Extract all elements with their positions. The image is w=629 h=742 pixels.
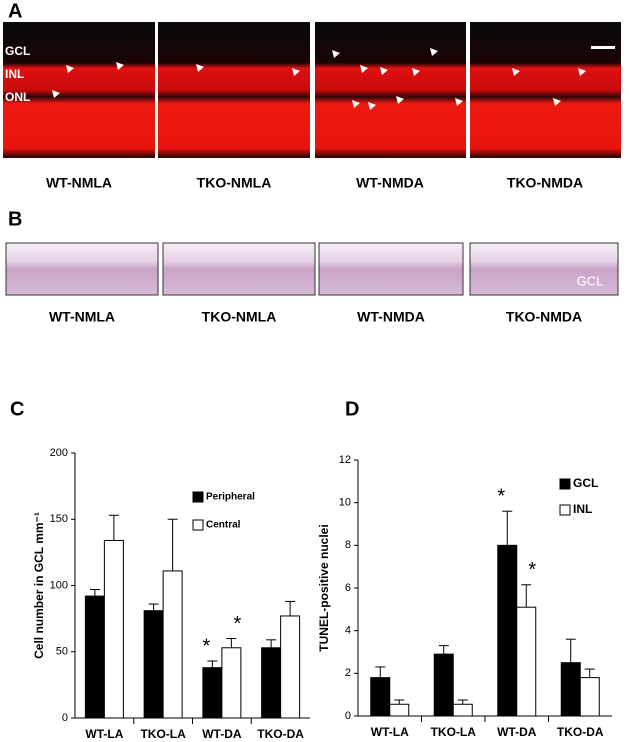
y-tick-label: 0 bbox=[345, 710, 351, 722]
legend-swatch bbox=[559, 478, 571, 490]
annotation: * bbox=[233, 613, 241, 635]
x-tick-label: WT-LA bbox=[371, 725, 409, 739]
y-tick-label: 100 bbox=[50, 579, 68, 591]
caption: WT-NMLA bbox=[46, 175, 112, 191]
bar bbox=[280, 615, 301, 719]
annotation: * bbox=[202, 635, 210, 657]
bar bbox=[370, 677, 391, 717]
y-axis-label: TUNEL-positive nuclei bbox=[317, 524, 331, 651]
y-tick-label: 50 bbox=[56, 646, 68, 658]
caption: TKO-NMDA bbox=[507, 175, 583, 191]
x-tick-label: TKO-DA bbox=[557, 725, 604, 739]
bar bbox=[103, 539, 124, 719]
y-tick-label: 4 bbox=[345, 625, 351, 637]
legend-swatch bbox=[559, 504, 571, 516]
x-tick-label: WT-LA bbox=[85, 727, 123, 741]
legend-label: GCL bbox=[573, 476, 598, 490]
bar bbox=[202, 667, 223, 719]
panel-label: D bbox=[345, 398, 359, 420]
y-tick-label: 8 bbox=[345, 539, 351, 551]
layer-label: GCL bbox=[5, 44, 30, 58]
caption: TKO-NMLA bbox=[197, 175, 272, 191]
annotation: * bbox=[497, 485, 505, 507]
legend-swatch bbox=[192, 519, 204, 531]
legend-label: INL bbox=[573, 502, 592, 516]
caption: TKO-NMLA bbox=[202, 309, 277, 325]
caption: WT-NMDA bbox=[356, 175, 424, 191]
bar bbox=[221, 647, 242, 719]
x-tick-label: TKO-DA bbox=[257, 727, 304, 741]
bar bbox=[389, 703, 410, 717]
y-tick-label: 2 bbox=[345, 667, 351, 679]
legend-label: Peripheral bbox=[206, 492, 255, 503]
y-tick-label: 200 bbox=[50, 447, 68, 459]
y-tick-label: 10 bbox=[339, 497, 351, 509]
x-tick-label: WT-DA bbox=[202, 727, 242, 741]
bar bbox=[84, 595, 105, 719]
x-tick-label: TKO-LA bbox=[431, 725, 477, 739]
y-tick-label: 0 bbox=[62, 712, 68, 724]
bar bbox=[560, 662, 581, 717]
y-tick-label: 12 bbox=[339, 454, 351, 466]
panel-label: B bbox=[8, 208, 22, 230]
bar bbox=[516, 606, 537, 717]
micrographs-b bbox=[5, 242, 619, 296]
bar bbox=[579, 677, 600, 717]
panel-label: C bbox=[10, 398, 24, 420]
panel-label: A bbox=[8, 0, 22, 22]
legend-label: Central bbox=[206, 520, 241, 531]
x-tick-label: TKO-LA bbox=[140, 727, 186, 741]
micrographs-a bbox=[3, 22, 621, 158]
bar bbox=[261, 647, 282, 719]
overlay-label: GCL bbox=[577, 273, 604, 288]
legend-swatch bbox=[192, 491, 204, 503]
bar bbox=[143, 610, 164, 719]
bar bbox=[452, 703, 473, 717]
bar bbox=[433, 653, 454, 717]
caption: WT-NMDA bbox=[357, 309, 425, 325]
bar bbox=[497, 544, 518, 717]
caption: WT-NMLA bbox=[49, 309, 115, 325]
caption: TKO-NMDA bbox=[506, 309, 582, 325]
x-tick-label: WT-DA bbox=[497, 725, 537, 739]
y-tick-label: 150 bbox=[50, 513, 68, 525]
annotation: * bbox=[528, 559, 536, 581]
y-axis-label: Cell number in GCL mm⁻¹ bbox=[32, 512, 46, 659]
y-tick-label: 6 bbox=[345, 582, 351, 594]
layer-label: ONL bbox=[5, 90, 30, 104]
layer-label: INL bbox=[5, 67, 24, 81]
bar bbox=[162, 570, 183, 719]
